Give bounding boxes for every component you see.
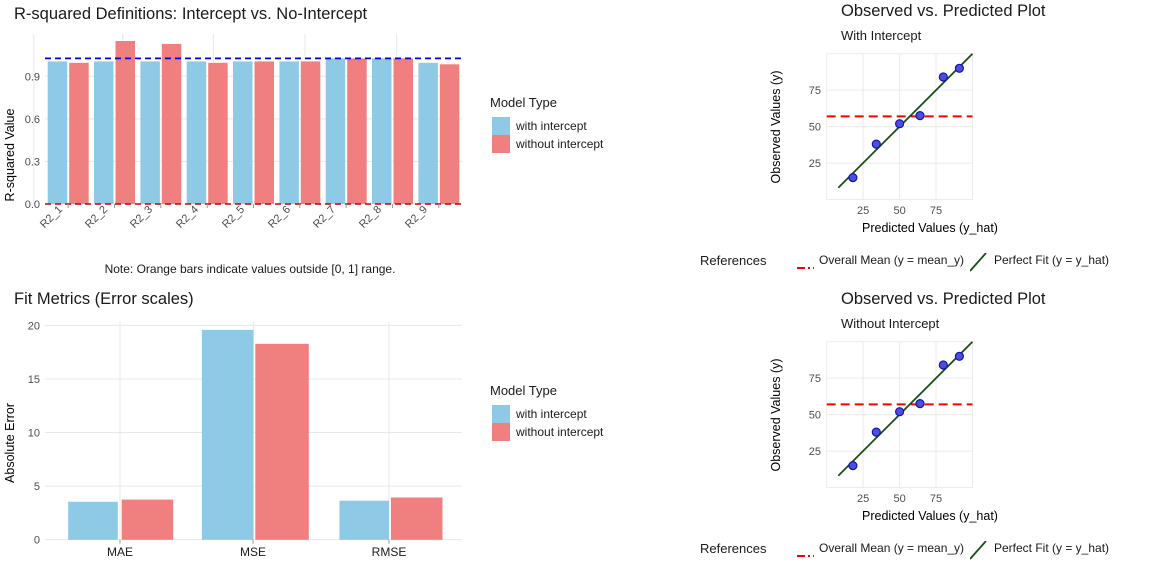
svg-text:R2_4: R2_4 — [174, 204, 201, 231]
svg-text:50: 50 — [893, 493, 905, 505]
svg-text:MAE: MAE — [107, 545, 133, 559]
svg-text:Observed Values (y): Observed Values (y) — [769, 70, 783, 183]
svg-text:50: 50 — [893, 205, 905, 217]
svg-text:RMSE: RMSE — [372, 545, 407, 559]
svg-text:Predicted Values (y_hat): Predicted Values (y_hat) — [862, 221, 998, 235]
svg-text:R2_7: R2_7 — [311, 204, 338, 231]
svg-text:75: 75 — [809, 373, 821, 385]
svg-text:R2_6: R2_6 — [266, 204, 293, 231]
svg-text:75: 75 — [930, 205, 942, 217]
svg-text:R2_2: R2_2 — [83, 204, 110, 231]
svg-text:MSE: MSE — [240, 545, 266, 559]
svg-text:R2_8: R2_8 — [357, 204, 384, 231]
svg-text:50: 50 — [809, 122, 821, 134]
svg-text:Observed Values (y): Observed Values (y) — [769, 358, 783, 471]
svg-text:R2_5: R2_5 — [220, 204, 247, 231]
svg-text:25: 25 — [809, 158, 821, 170]
svg-text:25: 25 — [809, 446, 821, 458]
svg-text:75: 75 — [930, 493, 942, 505]
svg-text:Predicted Values (y_hat): Predicted Values (y_hat) — [862, 509, 998, 523]
svg-text:50: 50 — [809, 410, 821, 422]
svg-text:25: 25 — [857, 205, 869, 217]
svg-text:R2_9: R2_9 — [403, 204, 430, 231]
svg-text:75: 75 — [809, 85, 821, 97]
svg-text:R2_1: R2_1 — [38, 204, 65, 231]
svg-text:R2_3: R2_3 — [128, 204, 155, 231]
svg-text:25: 25 — [857, 493, 869, 505]
